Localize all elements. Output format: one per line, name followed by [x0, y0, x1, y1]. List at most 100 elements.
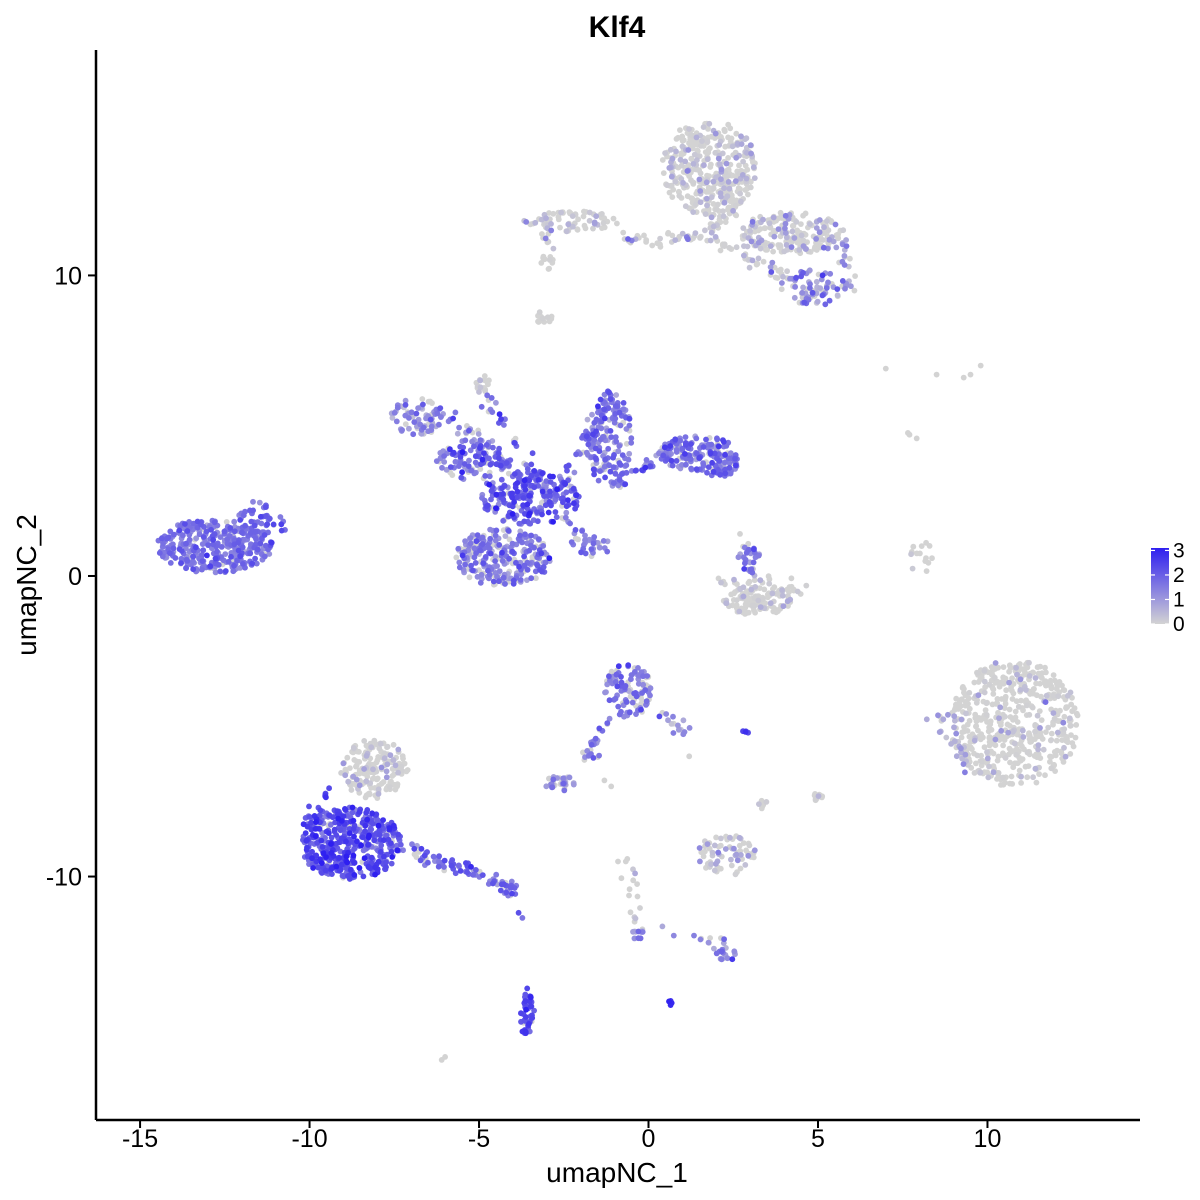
- cell-point: [550, 245, 557, 252]
- cell-point: [628, 435, 635, 442]
- cell-point: [696, 845, 703, 851]
- cell-point: [801, 299, 808, 306]
- cell-point: [662, 150, 668, 157]
- cell-point: [257, 540, 264, 547]
- cell-point: [666, 189, 673, 196]
- cell-point: [516, 537, 523, 544]
- cell-point: [509, 890, 515, 897]
- cell-point: [696, 455, 703, 461]
- cell-point: [742, 862, 749, 868]
- cell-point: [613, 438, 620, 445]
- cell-point: [617, 422, 624, 429]
- cell-point: [388, 848, 395, 855]
- cell-point: [621, 713, 627, 720]
- cell-point: [647, 463, 654, 470]
- cell-point: [697, 858, 703, 865]
- cell-point: [820, 237, 826, 243]
- cell-point: [328, 841, 334, 847]
- cell-point: [578, 549, 584, 556]
- cell-point: [925, 559, 932, 566]
- cell-point: [544, 314, 551, 321]
- cell-point: [471, 545, 478, 552]
- cell-point: [482, 473, 489, 479]
- cell-point: [635, 935, 642, 942]
- cell-point: [967, 371, 974, 378]
- cell-point: [199, 551, 205, 558]
- cell-point: [427, 416, 434, 423]
- cell-point: [614, 220, 620, 227]
- cell-point: [337, 827, 344, 834]
- cell-point: [783, 234, 790, 241]
- cell-point: [467, 447, 474, 454]
- cell-point: [686, 126, 692, 132]
- cell-point: [450, 449, 457, 456]
- cell-point: [1035, 746, 1041, 753]
- cell-point: [721, 241, 728, 248]
- cell-point: [700, 124, 707, 130]
- cell-point: [823, 285, 830, 291]
- cell-point: [758, 805, 765, 812]
- cell-point: [572, 527, 579, 533]
- cell-point: [807, 221, 813, 228]
- cell-point: [680, 179, 686, 186]
- cell-point: [693, 201, 699, 208]
- cell-point: [523, 219, 530, 225]
- cell-point: [983, 712, 990, 718]
- cell-point: [497, 887, 504, 894]
- cell-point: [496, 542, 503, 548]
- cell-point: [591, 534, 598, 540]
- cell-point: [593, 213, 600, 220]
- cell-point: [668, 457, 675, 464]
- cell-point: [631, 690, 637, 697]
- cell-point: [686, 725, 693, 731]
- cell-point: [417, 857, 424, 864]
- cell-point: [784, 598, 791, 605]
- cell-point: [1040, 746, 1047, 753]
- cell-point: [231, 562, 237, 569]
- cell-point: [623, 440, 630, 447]
- cell-point: [703, 179, 710, 186]
- cell-point: [539, 568, 545, 575]
- cell-point: [642, 687, 649, 693]
- cell-point: [953, 753, 960, 760]
- cell-point: [509, 548, 516, 555]
- cell-point: [583, 433, 590, 440]
- cell-point: [306, 814, 313, 820]
- cell-point: [697, 199, 704, 206]
- cell-point: [592, 455, 599, 462]
- cell-point: [640, 681, 647, 688]
- cell-point: [176, 527, 183, 534]
- cell-point: [550, 210, 557, 217]
- cell-point: [397, 841, 404, 848]
- cell-point: [789, 228, 796, 235]
- cell-point: [743, 175, 750, 182]
- cell-point: [217, 568, 224, 575]
- cell-point: [479, 872, 486, 878]
- cell-point: [735, 554, 742, 561]
- cell-point: [613, 671, 620, 678]
- cell-point: [749, 602, 756, 609]
- cell-point: [660, 452, 667, 459]
- cell-point: [506, 536, 513, 543]
- cell-point: [683, 461, 689, 468]
- cell-point: [770, 214, 777, 221]
- cell-point: [748, 586, 755, 593]
- cell-point: [596, 448, 603, 455]
- cell-point: [769, 259, 776, 266]
- cell-point: [773, 609, 780, 616]
- cell-point: [1024, 702, 1030, 709]
- x-axis-ticks: -15 -10 -5 0 5 10: [122, 1120, 1001, 1153]
- cell-point: [959, 755, 965, 762]
- cell-point: [1047, 758, 1053, 765]
- cell-point: [563, 489, 570, 496]
- cell-point: [487, 535, 494, 542]
- cell-point: [590, 431, 596, 438]
- cell-point: [786, 584, 793, 590]
- cell-point: [974, 670, 981, 676]
- cell-point: [238, 529, 245, 536]
- cell-point: [712, 130, 719, 137]
- cell-point: [711, 450, 718, 457]
- cell-point: [521, 518, 528, 525]
- cell-point: [511, 499, 517, 505]
- cell-point: [425, 398, 432, 405]
